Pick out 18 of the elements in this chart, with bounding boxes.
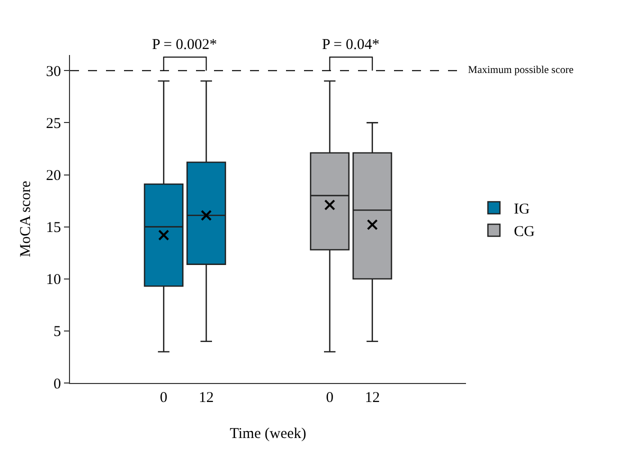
x-axis-title: Time (week) [230,426,306,442]
legend-label: CG [514,224,535,240]
ref-line-label: Maximum possible score [468,65,574,76]
y-tick-label: 15 [46,220,61,236]
y-tick-label: 5 [54,324,61,340]
x-tick-label: 12 [364,390,380,406]
text: P = 0.04* [322,37,380,53]
y-tick-label: 10 [46,272,61,288]
y-tick-label: 0 [54,376,61,392]
y-tick-label: 25 [46,116,61,132]
y-axis-title: MoCA score [18,180,34,258]
x-tick-label: 0 [326,390,334,406]
y-tick-label: 20 [46,168,61,184]
x-tick-label: 0 [160,390,168,406]
legend-label: IG [514,202,530,218]
x-tick-label: 12 [198,390,214,406]
text: P = 0.002* [152,37,217,53]
y-tick-label: 30 [46,64,61,80]
